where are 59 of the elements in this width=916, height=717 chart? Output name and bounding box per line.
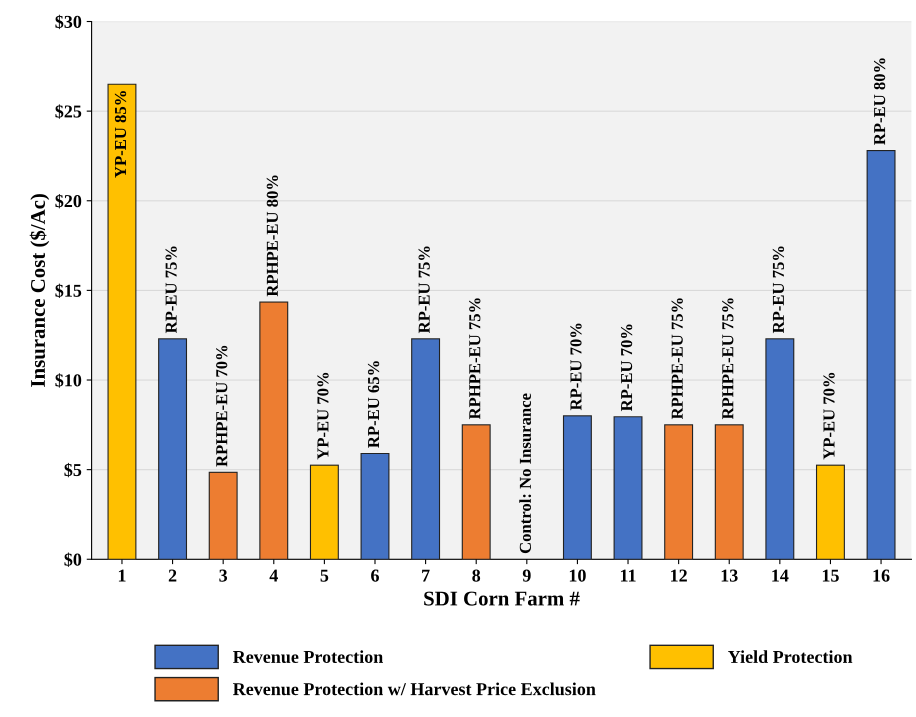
annotation: RPHPE-EU 75%: [722, 298, 734, 420]
bar: [462, 424, 491, 560]
annotation: RPHPE-EU 80%: [266, 176, 278, 296]
y-tick-label: $25: [55, 104, 82, 119]
legend-label: Revenue Protection: [232, 650, 384, 664]
annotation: RP-EU 70%: [570, 324, 582, 410]
bar: [208, 472, 238, 560]
bar: [259, 301, 288, 560]
bar: [411, 338, 440, 560]
annotation: YP-EU 85%: [114, 91, 126, 178]
x-tick-label: 7: [422, 570, 430, 582]
annotation: RP-EU 80%: [874, 58, 886, 145]
x-tick-label: 9: [522, 570, 531, 582]
bar: [107, 84, 136, 560]
x-tick-label: 12: [671, 570, 687, 582]
y-tick-label: $10: [55, 373, 82, 388]
y-tick-label: $30: [55, 14, 82, 30]
bar: [360, 452, 390, 560]
bar: [310, 464, 339, 560]
legend-label: Yield Protection: [728, 650, 852, 664]
x-tick-label: 4: [270, 570, 278, 582]
annotation: YP-EU 70%: [317, 372, 329, 460]
y-tick-label: $0: [64, 552, 82, 567]
annotation: RP-EU 70%: [620, 324, 632, 412]
x-tick-label: 5: [320, 570, 328, 582]
x-tick-label: 14: [772, 570, 789, 582]
x-tick-label: 8: [472, 570, 480, 582]
x-tick-label: 16: [873, 570, 890, 582]
bar: [816, 464, 845, 560]
bar: [866, 150, 896, 560]
bar: [765, 338, 794, 560]
y-axis-title: Insurance Cost ($/Ac): [30, 194, 50, 387]
annotation: Control: No Insurance: [519, 393, 532, 554]
annotation: RPHPE-EU 70%: [216, 346, 228, 467]
x-tick-label: 10: [570, 570, 586, 582]
bar: [664, 424, 694, 560]
x-tick-label: 15: [822, 570, 839, 582]
annotation: YP-EU 70%: [823, 372, 835, 460]
x-tick-label: 13: [722, 570, 738, 582]
bar: [158, 338, 188, 560]
x-tick-label: 6: [371, 570, 379, 582]
annotation: RP-EU 75%: [165, 246, 177, 334]
y-tick-label: $20: [55, 194, 82, 208]
x-tick-label: 3: [219, 570, 228, 582]
annotation: RPHPE-EU 75%: [672, 298, 683, 420]
y-tick-label: $15: [55, 284, 82, 298]
bar: [714, 424, 744, 560]
annotation: RP-EU 75%: [418, 246, 430, 334]
x-tick-label: 2: [168, 570, 176, 582]
y-tick-label: $5: [64, 462, 82, 478]
x-tick-label: 11: [620, 570, 636, 582]
x-axis-title: SDI Corn Farm #: [424, 592, 580, 606]
x-tick-label: 1: [118, 570, 126, 582]
legend-label: Revenue Protection w/ Harvest Price Exclusion: [232, 682, 596, 696]
annotation: RP-EU 75%: [772, 246, 784, 334]
annotation: RPHPE-EU 75%: [469, 298, 480, 420]
bar: [614, 416, 642, 560]
bar: [562, 415, 592, 560]
annotation: RP-EU 65%: [368, 361, 380, 448]
